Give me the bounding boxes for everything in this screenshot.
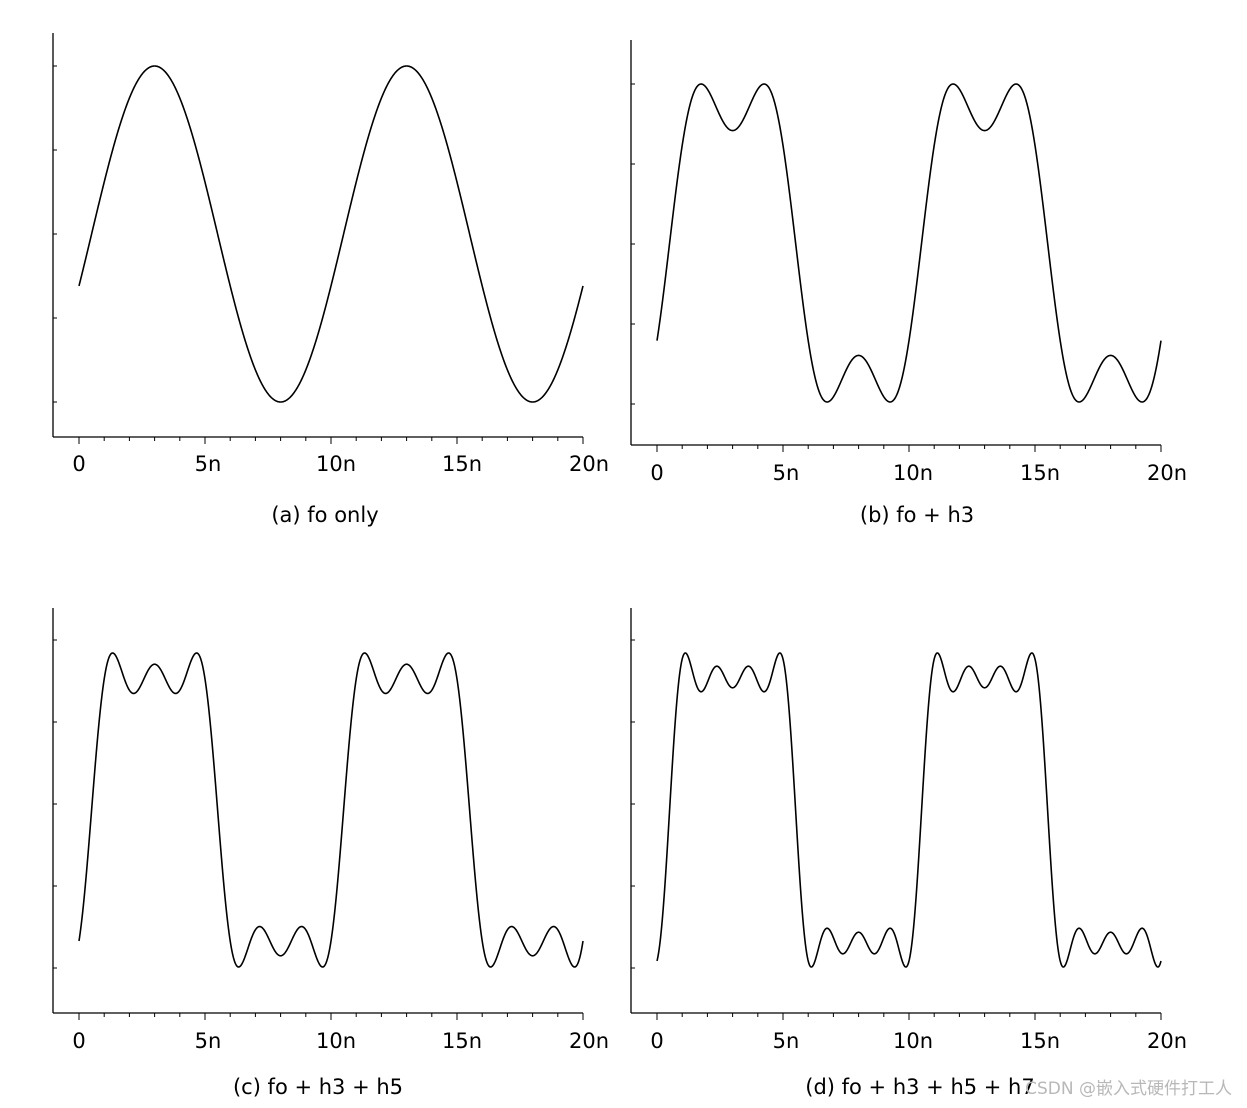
waveform-fo-h3-h5 — [78, 652, 584, 968]
tick-label-15n: 15n — [1020, 1029, 1060, 1053]
tick-label-10n: 10n — [316, 1029, 356, 1053]
tick-label-0: 0 — [650, 1029, 663, 1053]
waveform-fo — [78, 65, 584, 403]
panel-d-fo-h3-h5-h7: 0 5n 10n 15n 20n (d) fo + h3 + h5 + h7 — [630, 608, 1187, 1099]
tick-label-10n: 10n — [316, 452, 356, 476]
tick-label-20n: 20n — [569, 452, 609, 476]
tick-label-0: 0 — [72, 452, 85, 476]
tick-marks — [631, 639, 1162, 1020]
tick-label-15n: 15n — [1020, 461, 1060, 485]
tick-label-20n: 20n — [1147, 1029, 1187, 1053]
tick-label-15n: 15n — [442, 1029, 482, 1053]
panel-b-fo-h3: 0 5n 10n 15n 20n (b) fo + h3 — [630, 40, 1187, 527]
waveform-fo-h3 — [656, 83, 1162, 403]
caption-a: (a) fo only — [271, 503, 378, 527]
watermark: CSDN @嵌入式硬件打工人 — [1025, 1079, 1232, 1099]
tick-marks — [53, 65, 584, 444]
panel-a-fo-only: 0 5n 10n 15n 20n (a) fo only — [52, 33, 609, 527]
tick-label-5n: 5n — [195, 1029, 222, 1053]
tick-label-5n: 5n — [773, 1029, 800, 1053]
caption-c: (c) fo + h3 + h5 — [233, 1075, 403, 1099]
tick-label-0: 0 — [72, 1029, 85, 1053]
tick-marks — [631, 83, 1162, 452]
caption-b: (b) fo + h3 — [860, 503, 974, 527]
tick-label-10n: 10n — [893, 1029, 933, 1053]
tick-label-20n: 20n — [569, 1029, 609, 1053]
tick-label-10n: 10n — [893, 461, 933, 485]
tick-label-5n: 5n — [195, 452, 222, 476]
tick-label-5n: 5n — [773, 461, 800, 485]
caption-d: (d) fo + h3 + h5 + h7 — [805, 1075, 1034, 1099]
panel-c-fo-h3-h5: 0 5n 10n 15n 20n (c) fo + h3 + h5 — [52, 608, 609, 1099]
tick-label-0: 0 — [650, 461, 663, 485]
tick-label-15n: 15n — [442, 452, 482, 476]
tick-marks — [53, 639, 584, 1020]
tick-label-20n: 20n — [1147, 461, 1187, 485]
waveform-fo-h3-h5-h7 — [656, 652, 1162, 968]
